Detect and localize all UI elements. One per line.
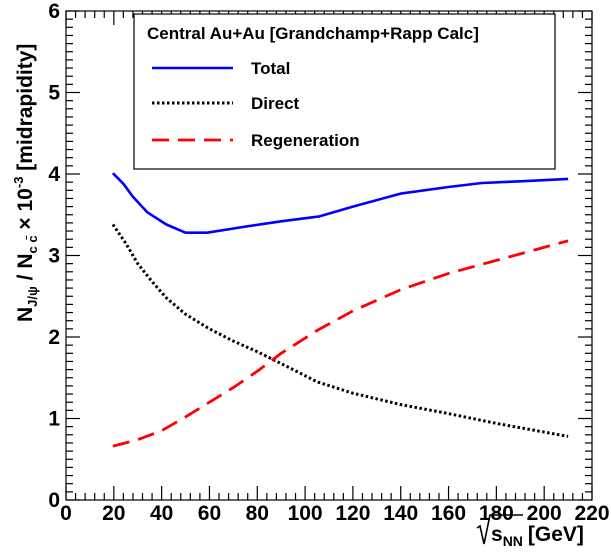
x-tick-label: 160 (431, 502, 466, 525)
y-tick-label: 2 (48, 326, 60, 349)
x-tick-label: 200 (527, 502, 562, 525)
sqrt-symbol (476, 514, 523, 545)
y-title-slash: / N (14, 254, 37, 287)
x-tick-label: 20 (102, 502, 125, 525)
legend-label-regeneration: Regeneration (251, 131, 360, 150)
y-title-times: × 10 (14, 188, 37, 235)
y-tick-label: 1 (48, 408, 60, 431)
legend-box (133, 13, 556, 170)
y-tick-label: 6 (48, 0, 60, 23)
x-tick-label: 0 (60, 502, 72, 525)
y-tick-labels: 0 1 2 3 4 5 6 (48, 0, 60, 512)
series-line-total (111, 172, 569, 234)
svg-text:NJ/ψ / Nc c̄ × 10-3 [midrapidi: NJ/ψ / Nc c̄ × 10-3 [midrapidity] (11, 44, 40, 322)
y-title-n1-sub: J/ψ (25, 286, 40, 307)
y-tick-label: 0 (48, 489, 60, 512)
legend-title: Central Au+Au [Grandchamp+Rapp Calc] (147, 24, 479, 43)
legend-label-direct: Direct (251, 94, 300, 113)
x-axis-title: sNN [GeV] (476, 514, 584, 549)
series-layer (111, 172, 569, 448)
legend-label-total: Total (251, 59, 290, 78)
x-tick-label: 100 (288, 502, 323, 525)
x-tick-label: 180 (479, 502, 514, 525)
x-tick-label: 140 (383, 502, 418, 525)
x-tick-label: 60 (198, 502, 221, 525)
x-tick-label: 120 (335, 502, 370, 525)
tick-layer (65, 10, 593, 501)
y-title-n1: N (14, 307, 37, 322)
x-tick-label: 220 (574, 502, 609, 525)
series-line-regeneration (112, 239, 569, 448)
y-tick-label: 5 (48, 82, 60, 105)
y-title-tail: [midrapidity] (14, 44, 37, 177)
x-tick-label: 40 (150, 502, 173, 525)
x-axis-root-sub: NN (503, 533, 523, 549)
series-line-direct (111, 223, 569, 438)
y-tick-label: 3 (48, 245, 60, 268)
x-tick-label: 80 (246, 502, 269, 525)
y-title-n2-sub: c c̄ (25, 235, 40, 253)
y-title-exp: -3 (11, 177, 26, 189)
svg-text:sNN[GeV]: sNN [GeV] (491, 523, 584, 549)
legend: Central Au+Au [Grandchamp+Rapp Calc] Tot… (133, 13, 556, 170)
y-tick-label: 4 (48, 163, 60, 186)
y-axis-title: NJ/ψ / Nc c̄ × 10-3 [midrapidity] (11, 44, 40, 322)
x-tick-labels: 0 20 40 60 80 100 120 140 160 180 200 220 (60, 502, 609, 525)
x-axis-root: s (491, 523, 503, 546)
x-axis-unit: [GeV] (528, 523, 584, 546)
